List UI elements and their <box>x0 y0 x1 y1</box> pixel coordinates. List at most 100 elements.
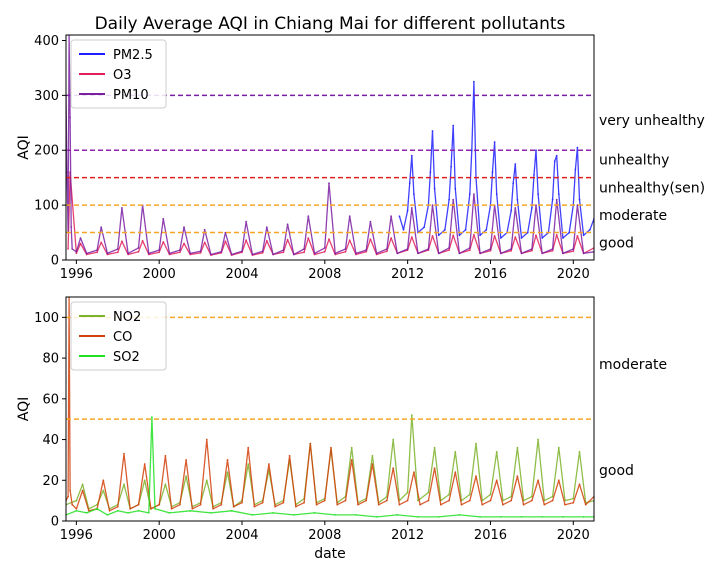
series-group <box>66 297 594 518</box>
data-point <box>516 446 519 449</box>
data-point <box>147 252 150 255</box>
legend: NO2 CO SO2 <box>70 301 167 371</box>
data-point <box>71 503 74 506</box>
data-point <box>468 493 471 496</box>
data-point <box>555 233 558 236</box>
data-point <box>479 252 481 255</box>
data-point <box>537 479 539 482</box>
data-point <box>576 235 579 237</box>
data-point <box>429 171 432 174</box>
data-point <box>355 252 357 255</box>
data-point <box>179 503 181 506</box>
data-point <box>191 507 194 510</box>
data-point <box>510 499 513 502</box>
data-point <box>344 250 347 253</box>
x-tick-label: 2004 <box>225 267 258 282</box>
aqi-level-label: unhealthy <box>599 153 669 169</box>
data-point <box>502 503 504 506</box>
data-point <box>468 499 471 502</box>
x-tick-label: 2008 <box>308 267 341 282</box>
data-point <box>448 249 450 252</box>
data-point <box>66 171 68 174</box>
data-point <box>448 499 450 502</box>
data-point <box>557 479 560 482</box>
y-tick-label: 100 <box>34 199 59 214</box>
data-point <box>303 501 305 504</box>
data-point <box>261 252 264 254</box>
data-point <box>413 193 415 196</box>
data-point <box>102 479 105 482</box>
data-point <box>578 483 581 486</box>
data-point <box>127 512 129 514</box>
data-point <box>261 501 264 504</box>
data-point <box>392 438 395 441</box>
data-point <box>75 499 78 502</box>
data-point <box>576 204 579 207</box>
data-point <box>417 252 419 255</box>
data-point <box>85 512 88 514</box>
data-point <box>531 248 533 250</box>
data-point <box>116 509 119 512</box>
data-point <box>522 503 525 506</box>
data-point <box>185 459 188 461</box>
x-tick-label: 2000 <box>143 528 176 543</box>
data-point <box>408 182 411 185</box>
data-point <box>489 493 492 496</box>
data-point <box>210 512 212 514</box>
data-point <box>491 171 494 174</box>
data-point <box>541 252 544 255</box>
data-point <box>71 248 74 250</box>
data-point <box>375 252 378 255</box>
data-point <box>137 503 140 506</box>
data-point <box>489 248 492 250</box>
data-point <box>413 471 415 473</box>
data-point <box>444 228 446 231</box>
data-point <box>164 454 167 457</box>
data-point <box>247 463 250 465</box>
data-point <box>121 240 123 243</box>
data-point <box>514 207 517 209</box>
data-point <box>541 237 544 239</box>
axes-frame <box>65 296 595 522</box>
legend: PM2.5 O3 PM10 <box>70 39 167 109</box>
data-point <box>199 252 202 254</box>
data-point <box>572 250 575 253</box>
data-point <box>572 497 575 500</box>
data-point <box>386 499 388 502</box>
data-point <box>116 248 119 250</box>
data-point <box>292 253 295 256</box>
data-point <box>537 438 539 441</box>
x-tick-label: 2016 <box>474 528 507 543</box>
data-point <box>75 250 78 253</box>
legend-label: NO2 <box>113 310 141 325</box>
data-point <box>350 446 353 449</box>
series-line-no2 <box>66 414 594 510</box>
data-point <box>489 499 492 502</box>
data-point <box>535 234 537 237</box>
data-point <box>253 505 256 508</box>
data-point <box>578 450 581 453</box>
data-point <box>576 146 579 149</box>
data-point <box>106 252 109 255</box>
data-point <box>323 250 326 253</box>
data-point <box>100 226 103 229</box>
data-point <box>431 204 434 207</box>
data-point <box>334 514 337 516</box>
data-point <box>313 252 316 255</box>
data-point <box>551 248 554 250</box>
data-point <box>562 237 564 239</box>
data-point <box>431 235 434 237</box>
data-point <box>557 193 560 196</box>
data-point <box>468 193 471 196</box>
data-point <box>261 250 264 253</box>
data-point <box>288 454 291 457</box>
data-point <box>495 450 498 453</box>
data-point <box>365 499 368 502</box>
data-point <box>392 467 395 469</box>
data-point <box>431 130 434 132</box>
data-point <box>79 237 82 239</box>
data-point <box>69 489 71 492</box>
data-point <box>493 141 496 143</box>
data-point <box>557 446 560 449</box>
data-point <box>179 249 181 252</box>
